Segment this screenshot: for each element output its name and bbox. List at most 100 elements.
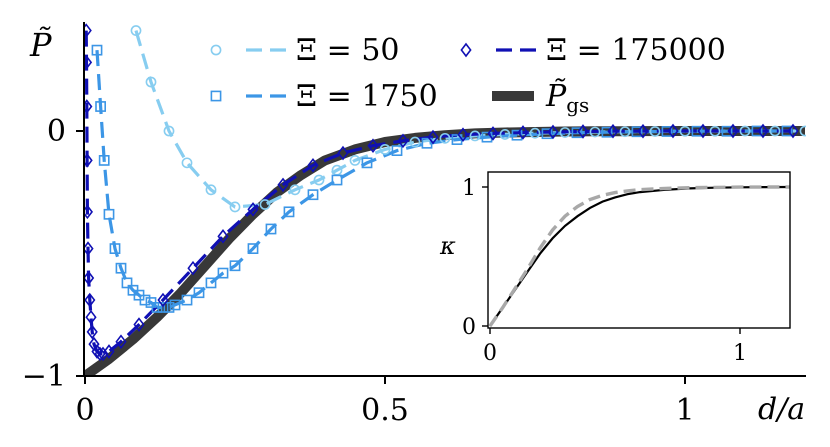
data-point-xi-50 [439, 132, 451, 144]
data-point-xi-1750 [193, 287, 205, 299]
data-point-xi-50 [529, 127, 541, 139]
inset-x-tick-label: 1 [733, 341, 747, 366]
y-tick-label: −1 [22, 359, 66, 394]
data-point-xi-1750 [421, 137, 433, 149]
data-point-xi-175000 [637, 123, 649, 139]
data-point-xi-50 [499, 129, 511, 140]
data-point-xi-1750 [391, 145, 403, 156]
data-point-xi-175000 [103, 344, 115, 359]
data-point-xi-1750 [691, 125, 703, 137]
legend-entry-pgs: P̃gs [492, 79, 589, 117]
data-point-xi-1750 [781, 125, 793, 137]
data-point-xi-50 [163, 125, 175, 137]
series-line-xi-1750 [95, 49, 787, 309]
main-plot: 0 0.5 1 0 −1 [22, 22, 806, 428]
legend-entry-xi-1750: Ξ = 1750 [210, 79, 438, 114]
data-point-xi-1750 [751, 125, 763, 137]
y-tick-label: 0 [47, 114, 66, 149]
data-point-xi-1750 [511, 129, 523, 141]
x-tick-label: 0.5 [361, 393, 409, 428]
data-point-xi-175000 [307, 157, 319, 173]
data-point-xi-1750 [721, 125, 733, 137]
legend-label-xi-175000: Ξ = 175000 [546, 33, 726, 68]
data-point-xi-50 [769, 125, 781, 137]
data-point-xi-1750 [98, 155, 110, 166]
data-point-xi-50 [130, 25, 142, 36]
data-point-xi-1750 [229, 260, 241, 272]
data-point-xi-50 [289, 184, 301, 196]
inset-x-tick-label: 0 [483, 341, 497, 366]
data-point-xi-1750 [661, 126, 673, 137]
data-point-xi-1750 [541, 128, 553, 140]
data-point-xi-50 [649, 126, 661, 137]
data-point-xi-175000 [787, 123, 799, 139]
data-point-xi-175000 [84, 292, 96, 308]
data-point-xi-175000 [667, 123, 679, 139]
data-point-xi-50 [205, 184, 217, 196]
data-point-xi-175000 [133, 317, 145, 332]
data-point-xi-175000 [247, 202, 259, 217]
data-point-xi-175000 [84, 55, 93, 70]
legend-label-xi-1750: Ξ = 1750 [296, 79, 438, 114]
data-point-xi-1750 [151, 301, 163, 313]
data-point-xi-175000 [85, 309, 97, 325]
data-point-xi-175000 [86, 324, 98, 340]
data-point-xi-175000 [97, 346, 109, 362]
data-point-xi-1750 [307, 189, 319, 201]
legend-marker-xi-175000 [460, 42, 472, 58]
legend-label-pgs: P̃gs [545, 79, 589, 117]
data-point-xi-50 [349, 154, 361, 166]
data-point-xi-1750 [157, 301, 169, 313]
data-point-xi-50 [559, 127, 571, 138]
legend-marker-xi-1750 [210, 90, 222, 102]
legend-marker-xi-50 [210, 44, 222, 56]
inset-frame [487, 171, 791, 329]
data-point-xi-175000 [727, 123, 739, 139]
data-point-xi-50 [679, 125, 691, 137]
legend-label-xi-50: Ξ = 50 [296, 33, 400, 68]
data-point-xi-1750 [361, 157, 373, 169]
data-point-xi-175000 [427, 129, 439, 145]
data-point-xi-1750 [265, 223, 277, 235]
data-point-xi-1750 [601, 126, 613, 138]
legend-entry-xi-50: Ξ = 50 [210, 33, 400, 68]
inset-plot: 0 1 0 1 [462, 171, 791, 366]
data-point-xi-50 [313, 174, 325, 186]
data-point-xi-175000 [397, 133, 409, 149]
data-point-xi-1750 [631, 126, 643, 138]
data-point-xi-175000 [217, 229, 229, 244]
data-point-xi-175000 [517, 125, 529, 140]
data-point-xi-1750 [247, 243, 259, 254]
data-point-xi-50 [379, 143, 391, 155]
data-point-xi-1750 [571, 127, 583, 139]
legend-entry-xi-175000: Ξ = 175000 [460, 33, 726, 68]
data-point-xi-175000 [487, 126, 499, 141]
data-point-xi-50 [739, 125, 751, 137]
data-point-xi-175000 [697, 123, 709, 139]
x-tick-label: 1 [675, 393, 694, 428]
data-point-xi-175000 [277, 177, 289, 193]
data-point-xi-175000 [547, 124, 559, 140]
data-point-xi-50 [619, 126, 631, 138]
data-point-xi-50 [589, 126, 601, 138]
data-point-xi-1750 [121, 277, 133, 289]
legend: Ξ = 50 Ξ = 175000 Ξ = 1750 P̃gs [210, 33, 726, 117]
data-point-xi-50 [409, 136, 421, 148]
data-point-xi-175000 [84, 99, 93, 114]
data-point-xi-175000 [84, 270, 95, 286]
data-point-xi-50 [229, 201, 241, 213]
inset-y-axis-label: κ [439, 232, 456, 260]
data-point-xi-1750 [169, 299, 181, 311]
data-point-xi-175000 [84, 23, 92, 38]
data-point-xi-50 [145, 76, 157, 88]
data-point-xi-175000 [757, 123, 769, 139]
data-point-xi-50 [469, 130, 481, 142]
data-point-xi-175000 [94, 346, 106, 362]
data-point-xi-50 [259, 199, 271, 210]
data-point-xi-1750 [109, 243, 121, 254]
data-point-xi-50 [181, 157, 193, 169]
data-point-xi-1750 [205, 277, 217, 289]
inset-y-tick-label: 1 [462, 176, 476, 201]
data-point-xi-1750 [103, 208, 115, 220]
